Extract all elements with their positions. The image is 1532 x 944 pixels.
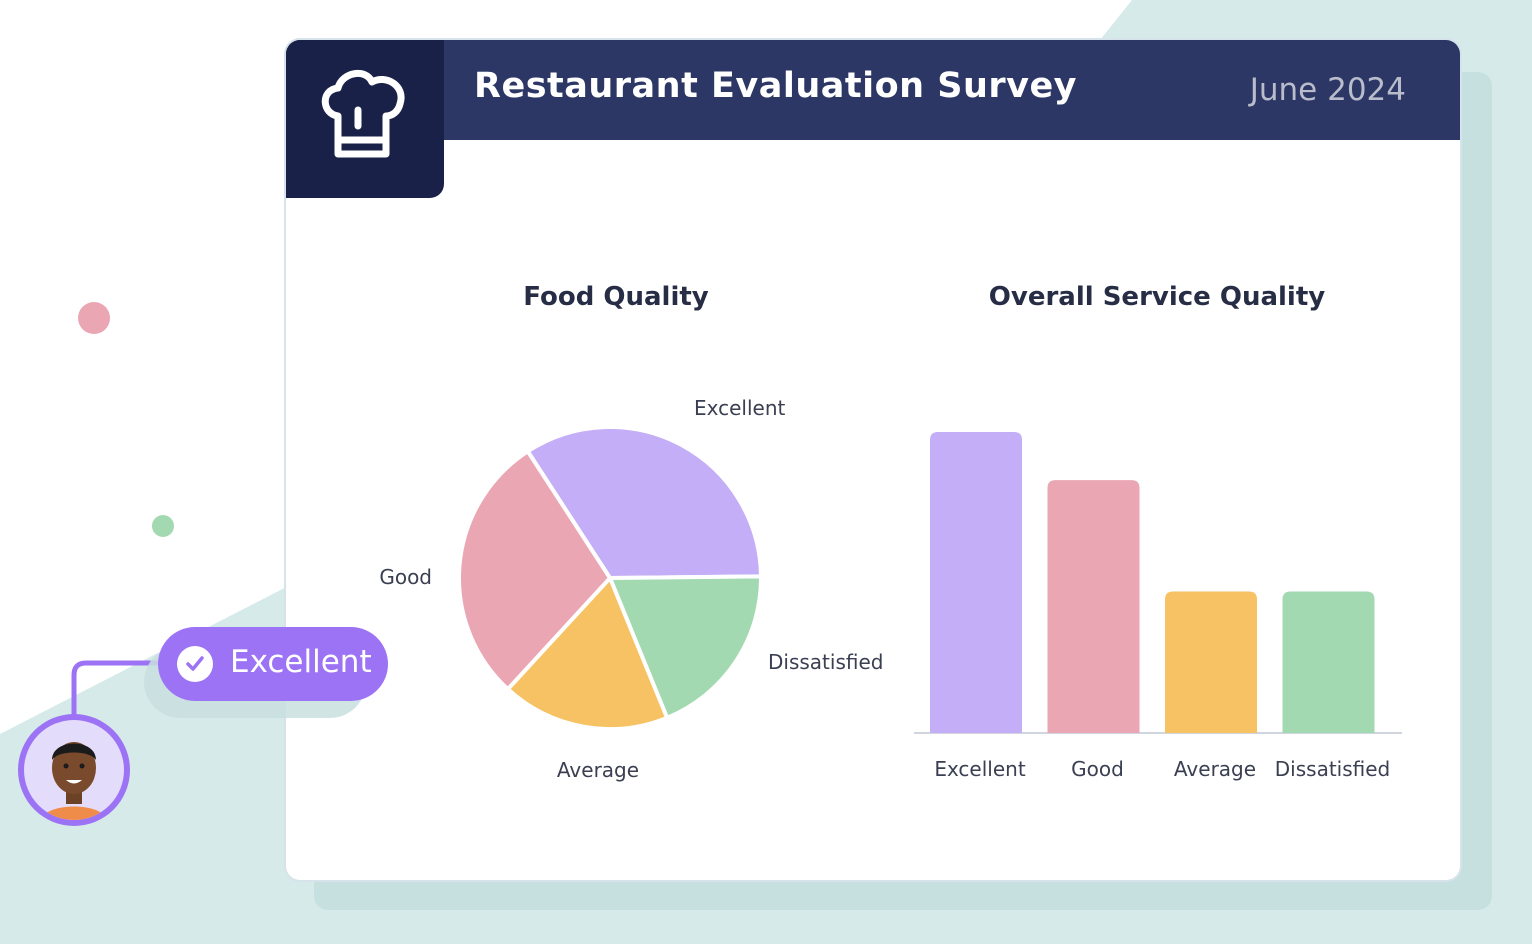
bar-average — [1165, 591, 1257, 733]
header-bar: Restaurant Evaluation Survey June 2024 — [286, 40, 1460, 140]
survey-title: Restaurant Evaluation Survey — [474, 66, 1078, 106]
pie-slice-good — [457, 449, 612, 692]
bar-label-good: Good — [1071, 757, 1124, 781]
pie-slice-average — [505, 576, 670, 731]
pie-label-dissatisfied: Dissatisfied — [768, 650, 883, 674]
check-circle-icon — [177, 646, 213, 682]
logo-box — [286, 40, 444, 198]
excellent-badge[interactable]: Excellent — [158, 627, 388, 701]
badge-label: Excellent — [230, 644, 372, 680]
survey-card: Restaurant Evaluation Survey June 2024 F… — [286, 40, 1460, 880]
green-dot — [152, 515, 174, 537]
bar-label-dissatisfied: Dissatisfied — [1275, 757, 1390, 781]
bar-excellent — [930, 432, 1022, 733]
avatar-face — [24, 720, 124, 820]
pie-label-excellent: Excellent — [694, 396, 786, 420]
avatar[interactable] — [18, 714, 130, 826]
bar-chart-title: Overall Service Quality — [988, 282, 1326, 312]
pie-slice-dissatisfied — [608, 574, 763, 720]
connector-line — [71, 660, 164, 717]
bar-label-average: Average — [1174, 757, 1256, 781]
service-quality-bar-chart: Excellent Good Average Dissatisfied — [914, 432, 1402, 781]
bar-label-excellent: Excellent — [934, 757, 1026, 781]
chef-hat-icon — [321, 70, 405, 158]
pie-chart-title: Food Quality — [523, 282, 709, 312]
pie-label-average: Average — [557, 758, 639, 782]
survey-date: June 2024 — [1249, 72, 1406, 108]
bar-good — [1047, 480, 1140, 733]
food-quality-pie-chart: Excellent Dissatisfied Average Good — [379, 396, 883, 782]
bar-dissatisfied — [1282, 591, 1375, 733]
pink-dot — [78, 302, 110, 334]
pie-label-good: Good — [379, 565, 432, 589]
